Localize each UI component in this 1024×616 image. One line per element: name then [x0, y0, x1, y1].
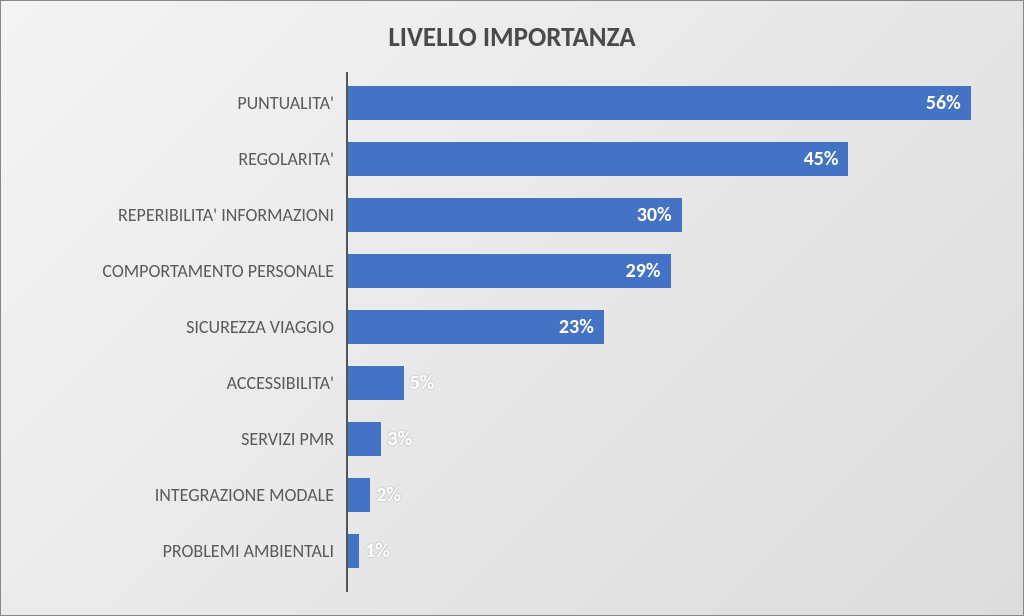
category-label: REGOLARITA' — [31, 148, 346, 170]
bar — [348, 478, 370, 512]
bar — [348, 422, 381, 456]
bar — [348, 142, 848, 176]
plot-area: PUNTUALITA' REGOLARITA' REPERIBILITA' INFO… — [31, 72, 993, 592]
category-label: ACCESSIBILITA' — [31, 372, 346, 394]
chart-title: LIVELLO IMPORTANZA — [31, 21, 993, 54]
bar-row: 23% — [348, 310, 993, 344]
bar-value-label: 29% — [626, 259, 671, 283]
bar — [348, 254, 671, 288]
bar-row: 1% — [348, 534, 993, 568]
bars-area: 56% 45% 30% 29% 23% 5% 3% 2% 1% — [346, 72, 993, 592]
category-label: REPERIBILITA' INFORMAZIONI — [31, 204, 346, 226]
bar-value-label: 30% — [637, 203, 682, 227]
bar — [348, 366, 404, 400]
category-label: COMPORTAMENTO PERSONALE — [31, 260, 346, 282]
category-row: PUNTUALITA' — [31, 86, 346, 120]
bar-value-label: 2% — [370, 483, 401, 507]
category-row: INTEGRAZIONE MODALE — [31, 478, 346, 512]
category-label: PUNTUALITA' — [31, 92, 346, 114]
bar-row: 3% — [348, 422, 993, 456]
bar-row: 2% — [348, 478, 993, 512]
category-row: SICUREZZA VIAGGIO — [31, 310, 346, 344]
category-row: REPERIBILITA' INFORMAZIONI — [31, 198, 346, 232]
bar-value-label: 5% — [404, 371, 435, 395]
bar-value-label: 23% — [559, 315, 604, 339]
bar — [348, 534, 359, 568]
category-label: SERVIZI PMR — [31, 428, 346, 450]
category-row: COMPORTAMENTO PERSONALE — [31, 254, 346, 288]
bar-row: 45% — [348, 142, 993, 176]
category-row: PROBLEMI AMBIENTALI — [31, 534, 346, 568]
bar-value-label: 1% — [359, 539, 390, 563]
category-row: ACCESSIBILITA' — [31, 366, 346, 400]
category-label: INTEGRAZIONE MODALE — [31, 484, 346, 506]
chart-container: LIVELLO IMPORTANZA PUNTUALITA' REGOLARITA… — [0, 0, 1024, 616]
bar-value-label: 3% — [381, 427, 412, 451]
bar-row: 5% — [348, 366, 993, 400]
bar — [348, 86, 971, 120]
category-label: PROBLEMI AMBIENTALI — [31, 540, 346, 562]
category-row: SERVIZI PMR — [31, 422, 346, 456]
bar-row: 56% — [348, 86, 993, 120]
category-row: REGOLARITA' — [31, 142, 346, 176]
bar-row: 30% — [348, 198, 993, 232]
bar-value-label: 45% — [804, 147, 849, 171]
bar-value-label: 56% — [926, 91, 971, 115]
bar-row: 29% — [348, 254, 993, 288]
bar — [348, 198, 682, 232]
y-axis-labels: PUNTUALITA' REGOLARITA' REPERIBILITA' INFO… — [31, 72, 346, 592]
category-label: SICUREZZA VIAGGIO — [31, 316, 346, 338]
